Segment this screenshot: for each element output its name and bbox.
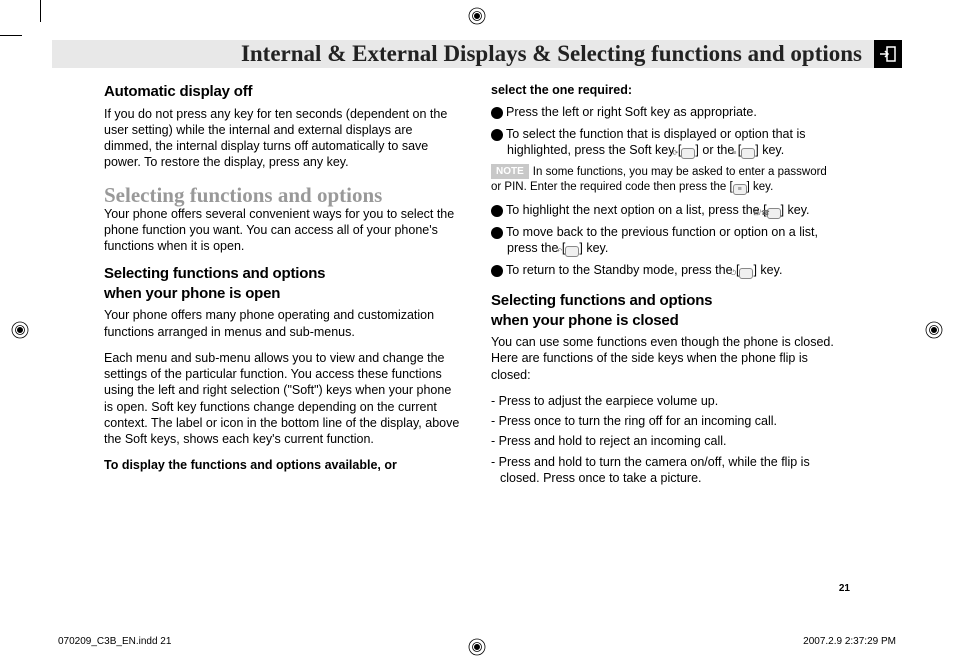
- section-title: Selecting functions and options: [104, 185, 463, 206]
- softkey-icon: ⟳: [681, 148, 695, 159]
- end-key-icon: ⏻: [739, 268, 753, 279]
- bullet-4: 4: [491, 227, 503, 239]
- step-2: 2To select the function that is displaye…: [491, 126, 850, 159]
- left-column: Automatic display off If you do not pres…: [104, 82, 463, 490]
- enter-icon: [874, 40, 902, 68]
- step-4: 4To move back to the previous function o…: [491, 224, 850, 257]
- body-text: You can use some functions even though t…: [491, 334, 850, 383]
- right-column: select the one required: 1Press the left…: [491, 82, 850, 490]
- header-band: Internal & External Displays & Selecting…: [52, 40, 902, 68]
- crop-mark: [40, 0, 41, 22]
- registration-mark-bottom: [467, 637, 487, 657]
- crop-mark: [0, 35, 22, 36]
- body-text: Your phone offers many phone operating a…: [104, 307, 463, 340]
- body-text: Each menu and sub-menu allows you to vie…: [104, 350, 463, 448]
- bullet-2: 2: [491, 129, 503, 141]
- step-1: 1Press the left or right Soft key as app…: [491, 104, 850, 120]
- heading-selecting-open: Selecting functions and options: [104, 264, 463, 284]
- registration-mark-top: [467, 6, 487, 26]
- menu-key-icon: ≡: [733, 184, 747, 195]
- nav-key-icon: ⊠/☎: [767, 208, 781, 219]
- footer-timestamp: 2007.2.9 2:37:29 PM: [803, 636, 896, 647]
- step-3: 3To highlight the next option on a list,…: [491, 202, 850, 219]
- heading-selecting-open-2: when your phone is open: [104, 284, 463, 304]
- heading-auto-display: Automatic display off: [104, 82, 463, 102]
- list-item: - Press to adjust the earpiece volume up…: [491, 393, 850, 409]
- page-number: 21: [839, 583, 850, 594]
- registration-mark-right: [924, 320, 944, 340]
- note-badge: NOTE: [491, 164, 529, 179]
- heading-selecting-closed-2: when your phone is closed: [491, 311, 850, 331]
- list-item: - Press and hold to turn the camera on/o…: [491, 454, 850, 487]
- list-item: - Press and hold to reject an incoming c…: [491, 433, 850, 449]
- menu-key-icon: ≡: [741, 148, 755, 159]
- registration-mark-left: [10, 320, 30, 340]
- note: NOTEIn some functions, you may be asked …: [491, 164, 850, 195]
- page-title: Internal & External Displays & Selecting…: [241, 41, 868, 67]
- bullet-5: 5: [491, 265, 503, 277]
- list-item: - Press once to turn the ring off for an…: [491, 413, 850, 429]
- back-key-icon: ↶: [565, 246, 579, 257]
- body-text: If you do not press any key for ten seco…: [104, 106, 463, 171]
- page-content: Internal & External Displays & Selecting…: [52, 40, 902, 600]
- lead-in-bold: To display the functions and options ava…: [104, 457, 463, 473]
- heading-selecting-closed: Selecting functions and options: [491, 291, 850, 311]
- body-text: Your phone offers several convenient way…: [104, 206, 463, 255]
- step-5: 5To return to the Standby mode, press th…: [491, 262, 850, 279]
- bullet-1: 1: [491, 107, 503, 119]
- lead-in-bold: select the one required:: [491, 82, 850, 98]
- footer-filename: 070209_C3B_EN.indd 21: [58, 636, 171, 647]
- columns: Automatic display off If you do not pres…: [52, 82, 902, 490]
- bullet-3: 3: [491, 205, 503, 217]
